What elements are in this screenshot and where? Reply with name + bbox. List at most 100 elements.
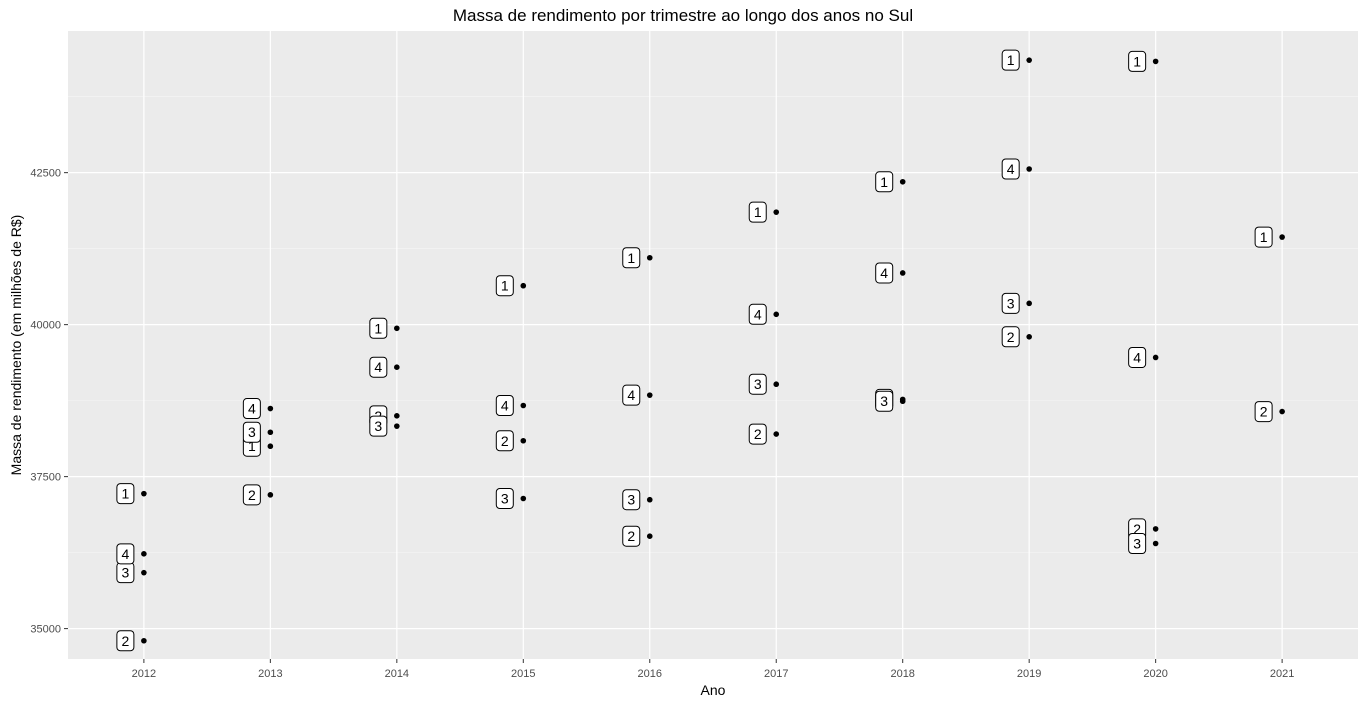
quarter-label-box [116, 543, 135, 565]
quarter-label-box [1254, 226, 1273, 248]
quarter-label: 3 [627, 492, 635, 508]
plot-panel [68, 31, 1358, 659]
quarter-label-box [116, 483, 135, 505]
quarter-label-box [1128, 346, 1147, 368]
data-point [1026, 300, 1032, 307]
quarter-label-box [1128, 50, 1147, 72]
quarter-label: 2 [248, 487, 256, 503]
data-point [141, 551, 147, 557]
x-tick-label: 2015 [511, 668, 535, 680]
x-tick-label: 2021 [1270, 668, 1294, 680]
x-tick-label: 2014 [385, 668, 409, 680]
data-point [520, 495, 527, 502]
data-point [646, 392, 653, 398]
y-tick-label: 35000 [30, 624, 61, 636]
quarter-label-box [369, 317, 388, 339]
data-point [520, 437, 527, 444]
quarter-label: 3 [248, 424, 256, 440]
quarter-label-box [495, 488, 514, 510]
quarter-label: 2 [1007, 329, 1015, 345]
quarter-label: 1 [248, 438, 256, 454]
data-point [646, 533, 653, 539]
data-point [394, 423, 400, 429]
data-point [1279, 408, 1285, 415]
data-point [1026, 333, 1032, 340]
quarter-label-box [1128, 532, 1147, 554]
quarter-label-box [1001, 49, 1020, 71]
data-point [899, 398, 906, 405]
data-point [141, 569, 147, 576]
quarter-label-box [875, 262, 894, 284]
data-point [773, 311, 780, 318]
quarter-label-box [1001, 292, 1020, 314]
data-point [899, 270, 906, 276]
data-point [520, 282, 527, 289]
quarter-label-box [622, 525, 641, 547]
y-tick-label: 40000 [30, 320, 61, 332]
quarter-label: 2 [1133, 521, 1141, 537]
data-point [394, 364, 400, 370]
quarter-label: 1 [121, 486, 129, 502]
quarter-label: 1 [880, 174, 888, 190]
data-point [267, 405, 274, 412]
data-point [1026, 166, 1032, 172]
quarter-label: 1 [1260, 229, 1268, 245]
quarter-label: 4 [248, 401, 256, 417]
data-point [267, 429, 274, 436]
quarter-label: 4 [501, 397, 509, 413]
quarter-label: 3 [374, 418, 382, 434]
quarter-label: 4 [1133, 349, 1141, 365]
quarter-label-box [622, 489, 641, 511]
quarter-label: 3 [1133, 535, 1141, 551]
data-point [267, 443, 274, 450]
quarter-label: 4 [121, 546, 129, 562]
data-point [1152, 526, 1159, 532]
x-tick-label: 2019 [1017, 668, 1041, 680]
x-tick-label: 2017 [764, 668, 788, 680]
quarter-label-box [242, 398, 261, 420]
quarter-label: 1 [374, 320, 382, 336]
quarter-label: 1 [501, 278, 509, 294]
data-point [141, 637, 147, 644]
quarter-label-box [622, 384, 641, 406]
data-point [1152, 540, 1159, 547]
quarter-label: 4 [374, 359, 382, 375]
quarter-label-box [369, 415, 388, 437]
quarter-label-box [622, 247, 641, 269]
quarter-label: 1 [754, 204, 762, 220]
x-tick-label: 2018 [890, 668, 914, 680]
quarter-label: 4 [754, 306, 762, 322]
quarter-label-box [242, 484, 261, 506]
quarter-label: 1 [1007, 52, 1015, 68]
quarter-label-box [495, 430, 514, 452]
quarter-label-box [495, 275, 514, 297]
quarter-label: 2 [501, 433, 509, 449]
quarter-label: 1 [627, 250, 635, 266]
data-point [141, 490, 147, 497]
quarter-label-box [495, 394, 514, 416]
quarter-label: 4 [627, 387, 635, 403]
quarter-label-box [875, 171, 894, 193]
x-tick-label: 2020 [1143, 668, 1167, 680]
quarter-label: 1 [1133, 53, 1141, 69]
quarter-label: 3 [880, 393, 888, 409]
data-point [899, 178, 906, 185]
quarter-label-box [748, 423, 767, 445]
quarter-label: 3 [121, 565, 129, 581]
quarter-label-box [1254, 401, 1273, 423]
data-point [773, 431, 780, 437]
y-tick-label: 37500 [30, 472, 61, 484]
quarter-label-box [1001, 326, 1020, 348]
x-tick-label: 2012 [132, 668, 156, 680]
data-point [1026, 57, 1032, 63]
quarter-label-box [748, 201, 767, 223]
quarter-label-box [369, 356, 388, 378]
data-point [267, 492, 274, 498]
data-point [1152, 354, 1159, 361]
quarter-label-box [116, 630, 135, 652]
quarter-label: 3 [754, 376, 762, 392]
quarter-label: 2 [627, 528, 635, 544]
quarter-label: 4 [880, 265, 888, 281]
x-tick-label: 2013 [258, 668, 282, 680]
